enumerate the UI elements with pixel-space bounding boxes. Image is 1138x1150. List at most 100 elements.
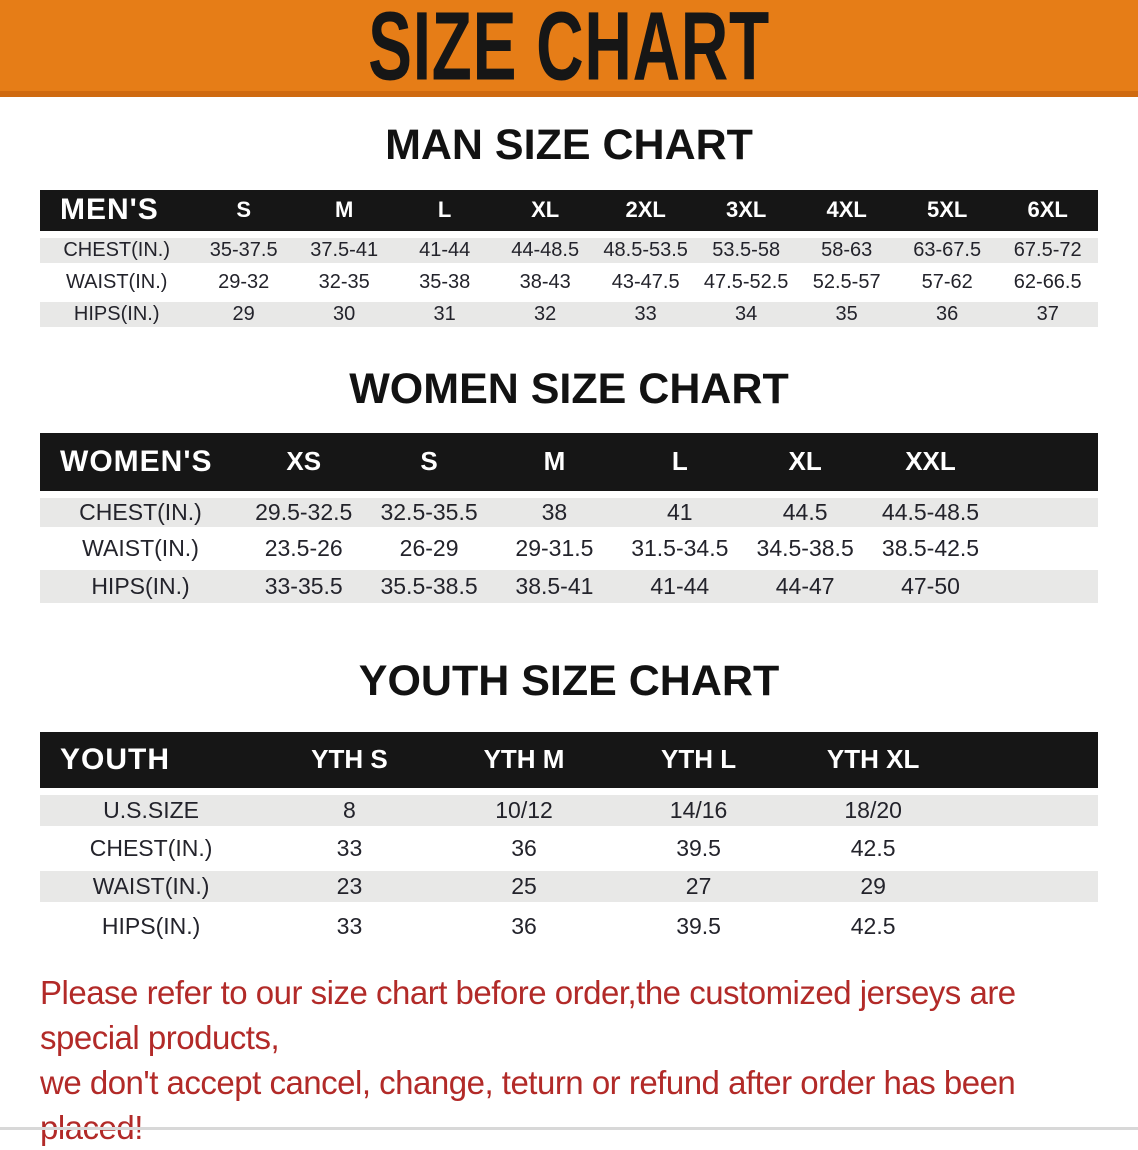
youth-value-cell: 29 bbox=[860, 873, 886, 899]
youth-row-label: WAIST(IN.) bbox=[92, 873, 210, 899]
youth-header-label: YOUTH bbox=[40, 731, 263, 792]
youth-table-wrap: YOUTH YTH S YTH M YTH L YTH XL U.S.SIZE 8 10/12… bbox=[0, 731, 1138, 944]
women-value-cell: 38 bbox=[541, 499, 568, 525]
women-column-header: S bbox=[366, 432, 492, 495]
youth-value-cell: 27 bbox=[685, 873, 712, 899]
youth-column-header: YTH L bbox=[611, 731, 786, 792]
women-value-cell: 38.5-42.5 bbox=[881, 535, 980, 561]
youth-value-cell: 39.5 bbox=[676, 835, 721, 861]
men-value-cell: 63-67.5 bbox=[913, 238, 982, 261]
youth-size-table: YOUTH YTH S YTH M YTH L YTH XL U.S.SIZE 8 10/12… bbox=[40, 731, 1098, 944]
women-row-label: CHEST(IN.) bbox=[79, 499, 202, 525]
men-column-header: S bbox=[193, 190, 294, 234]
youth-value-cell: 36 bbox=[511, 835, 537, 861]
section-title-men: MAN SIZE CHART bbox=[385, 121, 753, 169]
men-column-header: 6XL bbox=[997, 190, 1098, 234]
women-value-cell: 41 bbox=[666, 499, 693, 525]
women-value-cell: 47-50 bbox=[901, 572, 960, 599]
size-chart-sections: MAN SIZE CHART MEN'S S M L XL 2XL 3XL 4XL 5XL 6XL C… bbox=[0, 123, 1138, 944]
women-row-1: WAIST(IN.) 23.5-26 26-29 29-31.5 31.5-34.5 34… bbox=[40, 530, 1098, 567]
section-title-youth: YOUTH SIZE CHART bbox=[358, 656, 780, 705]
women-column-header: M bbox=[491, 432, 618, 495]
women-value-cell: 32.5-35.5 bbox=[380, 499, 478, 525]
youth-spacer-cell bbox=[960, 906, 1098, 944]
men-value-cell: 34 bbox=[735, 302, 758, 325]
men-row-label: CHEST(IN.) bbox=[63, 238, 171, 261]
men-value-cell: 62-66.5 bbox=[1013, 270, 1082, 293]
men-column-header: 4XL bbox=[796, 190, 897, 234]
youth-column-header: YTH M bbox=[436, 731, 612, 792]
men-column-header: M bbox=[293, 190, 395, 234]
women-column-header: XXL bbox=[867, 432, 994, 495]
men-value-cell: 38-43 bbox=[519, 270, 571, 293]
men-column-header: 5XL bbox=[896, 190, 998, 234]
women-row-2: HIPS(IN.) 33-35.5 35.5-38.5 38.5-41 41-44 44-… bbox=[40, 566, 1098, 603]
women-value-cell: 44-47 bbox=[775, 572, 835, 599]
women-spacer-cell bbox=[993, 567, 1098, 603]
men-value-cell: 52.5-57 bbox=[812, 270, 881, 293]
men-row-label: WAIST(IN.) bbox=[65, 270, 168, 293]
men-value-cell: 31 bbox=[433, 302, 456, 325]
men-value-cell: 43-47.5 bbox=[611, 270, 680, 293]
men-value-cell: 36 bbox=[936, 302, 959, 325]
men-row-label: HIPS(IN.) bbox=[73, 302, 160, 325]
women-spacer-cell bbox=[993, 495, 1098, 531]
men-value-cell: 67.5-72 bbox=[1013, 238, 1082, 261]
footer-note-line-2: we don't accept cancel, change, teturn o… bbox=[40, 1063, 1016, 1146]
youth-spacer-cell bbox=[960, 868, 1098, 906]
men-value-cell: 33 bbox=[634, 302, 657, 325]
youth-row-3: HIPS(IN.) 33 36 39.5 42.5 bbox=[40, 905, 1098, 944]
youth-value-cell: 33 bbox=[336, 835, 363, 861]
men-value-cell: 32-35 bbox=[318, 270, 370, 293]
youth-value-cell: 36 bbox=[511, 912, 537, 939]
youth-value-cell: 39.5 bbox=[676, 912, 721, 939]
women-row-0: CHEST(IN.) 29.5-32.5 32.5-35.5 38 41 44.5 44.5… bbox=[40, 494, 1098, 531]
men-value-cell: 35-37.5 bbox=[209, 238, 278, 261]
youth-value-cell: 23 bbox=[336, 873, 363, 899]
women-spacer-cell bbox=[993, 531, 1098, 567]
men-value-cell: 47.5-52.5 bbox=[703, 270, 789, 293]
men-value-cell: 57-62 bbox=[921, 270, 973, 293]
youth-value-cell: 25 bbox=[511, 873, 537, 899]
youth-value-cell: 10/12 bbox=[495, 797, 553, 823]
men-value-cell: 35 bbox=[835, 302, 858, 325]
youth-value-cell: 14/16 bbox=[669, 797, 728, 823]
men-column-header: 2XL bbox=[595, 190, 696, 234]
section-women: WOMEN SIZE CHART WOMEN'S XS S M L XL XXL CHEST(I… bbox=[0, 367, 1138, 603]
youth-value-cell: 18/20 bbox=[844, 797, 902, 823]
women-column-header: XL bbox=[742, 432, 868, 495]
women-header-row: WOMEN'S XS S M L XL XXL bbox=[40, 432, 1098, 495]
youth-spacer-cell bbox=[960, 792, 1098, 830]
men-table-wrap: MEN'S S M L XL 2XL 3XL 4XL 5XL 6XL CHEST(IN.) 35-37… bbox=[0, 190, 1138, 327]
youth-row-label: HIPS(IN.) bbox=[101, 912, 201, 939]
women-value-cell: 38.5-41 bbox=[515, 572, 594, 599]
men-value-cell: 32 bbox=[534, 302, 557, 325]
youth-column-header: YTH XL bbox=[785, 731, 961, 792]
men-value-cell: 37 bbox=[1036, 302, 1059, 325]
bottom-edge-strip bbox=[0, 1127, 1138, 1130]
men-header-row: MEN'S S M L XL 2XL 3XL 4XL 5XL 6XL bbox=[40, 190, 1098, 234]
men-value-cell: 53.5-58 bbox=[712, 238, 781, 261]
women-value-cell: 29-31.5 bbox=[515, 535, 594, 561]
youth-value-cell: 42.5 bbox=[850, 912, 896, 939]
women-value-cell: 23.5-26 bbox=[264, 535, 343, 561]
women-value-cell: 35.5-38.5 bbox=[380, 572, 478, 599]
women-value-cell: 33-35.5 bbox=[264, 572, 343, 599]
women-header-label: WOMEN'S bbox=[40, 432, 242, 495]
youth-value-cell: 8 bbox=[343, 797, 356, 823]
women-column-header: XS bbox=[241, 432, 367, 495]
women-row-label: WAIST(IN.) bbox=[82, 535, 199, 561]
men-column-header: XL bbox=[494, 190, 596, 234]
women-value-cell: 29.5-32.5 bbox=[255, 499, 353, 525]
youth-row-label: CHEST(IN.) bbox=[89, 835, 213, 861]
women-value-cell: 44.5-48.5 bbox=[881, 499, 980, 525]
footer-note: Please refer to our size chart before or… bbox=[0, 970, 1138, 1150]
youth-row-0: U.S.SIZE 8 10/12 14/16 18/20 bbox=[40, 791, 1098, 830]
women-table-wrap: WOMEN'S XS S M L XL XXL CHEST(IN.) 29.5-32.5 32.5… bbox=[0, 432, 1138, 603]
men-header-label: MEN'S bbox=[40, 190, 194, 234]
men-row-2: HIPS(IN.) 29 30 31 32 33 34 35 36 37 bbox=[40, 298, 1098, 327]
women-value-cell: 34.5-38.5 bbox=[756, 535, 854, 561]
men-value-cell: 30 bbox=[333, 302, 356, 325]
women-value-cell: 31.5-34.5 bbox=[631, 535, 729, 561]
men-value-cell: 29-32 bbox=[218, 270, 270, 293]
